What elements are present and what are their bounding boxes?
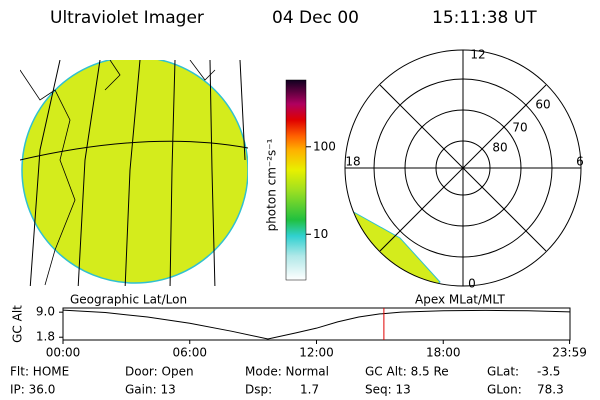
lat-label: 80 — [492, 141, 507, 155]
x-tick-label: 06:00 — [172, 346, 207, 360]
colorbar-tick-label: 10 — [313, 227, 328, 241]
status-text: GLon: — [487, 383, 522, 397]
status-text: Seq: 13 — [365, 383, 411, 397]
x-tick-label: 18:00 — [426, 346, 461, 360]
status-text: GC Alt: 8.5 Re — [365, 365, 449, 379]
apex-label: Apex MLat/MLT — [415, 293, 505, 307]
colorbar — [285, 79, 307, 281]
time: 15:11:38 UT — [432, 8, 537, 28]
geo-label: Geographic Lat/Lon — [70, 293, 187, 307]
status-text: Flt: HOME — [10, 365, 69, 379]
x-tick-label: 00:00 — [46, 346, 81, 360]
colorbar-label: photon cm⁻²s⁻¹ — [265, 138, 279, 231]
polar-grid — [344, 49, 582, 287]
mlt-label: 0 — [468, 277, 476, 291]
date: 04 Dec 00 — [272, 8, 359, 28]
status-text: GLat: — [487, 365, 519, 379]
status-text: Door: Open — [125, 365, 194, 379]
lat-label: 60 — [535, 98, 550, 112]
status-text: IP: 36.0 — [10, 383, 55, 397]
altitude-frame — [62, 307, 571, 341]
mlt-label: 12 — [470, 48, 485, 62]
y-tick-label: 9.0 — [36, 305, 55, 319]
altitude-line — [62, 309, 570, 340]
earth-image — [20, 60, 248, 286]
status-text: 1.7 — [300, 383, 319, 397]
y-tick-label: 1.8 — [36, 330, 55, 344]
status-text: 78.3 — [537, 383, 564, 397]
mlt-label: 6 — [576, 155, 584, 169]
lat-label: 70 — [512, 121, 527, 135]
title: Ultraviolet Imager — [50, 8, 204, 28]
status-text: Gain: 13 — [125, 383, 176, 397]
status-text: Dsp: — [245, 383, 272, 397]
mlt-label: 18 — [345, 155, 360, 169]
status-text: Mode: Normal — [245, 365, 329, 379]
colorbar-tick-label: 100 — [313, 139, 336, 153]
x-tick-label: 12:00 — [299, 346, 334, 360]
x-tick-label: 23:59 — [552, 346, 587, 360]
status-text: -3.5 — [537, 365, 560, 379]
altitude-label: GC Alt — [11, 305, 25, 343]
